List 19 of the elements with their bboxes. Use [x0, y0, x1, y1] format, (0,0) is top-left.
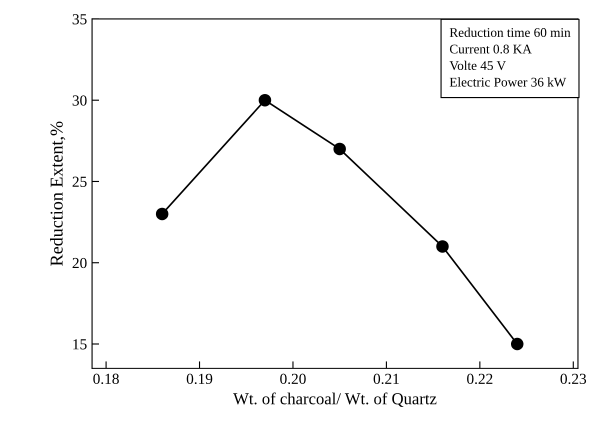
x-tick-label: 0.23: [560, 374, 586, 384]
y-tick-label: 35: [72, 14, 87, 24]
y-tick-label: 20: [72, 258, 87, 268]
x-tick-label: 0.21: [374, 374, 399, 384]
annotation: Reduction time 60 min Current 0.8 KA Volte 45 V Electric Power 36 kW: [450, 28, 570, 87]
point: [510, 338, 524, 350]
x-tick-label: 0.22: [467, 374, 492, 384]
point: [333, 142, 346, 156]
y-axis-title: Reduction Extent,%: [50, 122, 66, 266]
x-tick-label: 0.18: [93, 374, 119, 384]
y-tick-label: 25: [72, 176, 87, 187]
y-tick-label: 30: [72, 95, 87, 106]
y-tick-label: 15: [73, 339, 87, 350]
x-tick-label: 0.19: [186, 374, 212, 384]
point: [258, 94, 272, 106]
x-axis-title: Wt. of charcoal/ Wt. of Quartz: [233, 392, 436, 407]
x-tick-label: 0.20: [280, 374, 306, 384]
point: [436, 240, 449, 253]
point: [156, 208, 168, 220]
